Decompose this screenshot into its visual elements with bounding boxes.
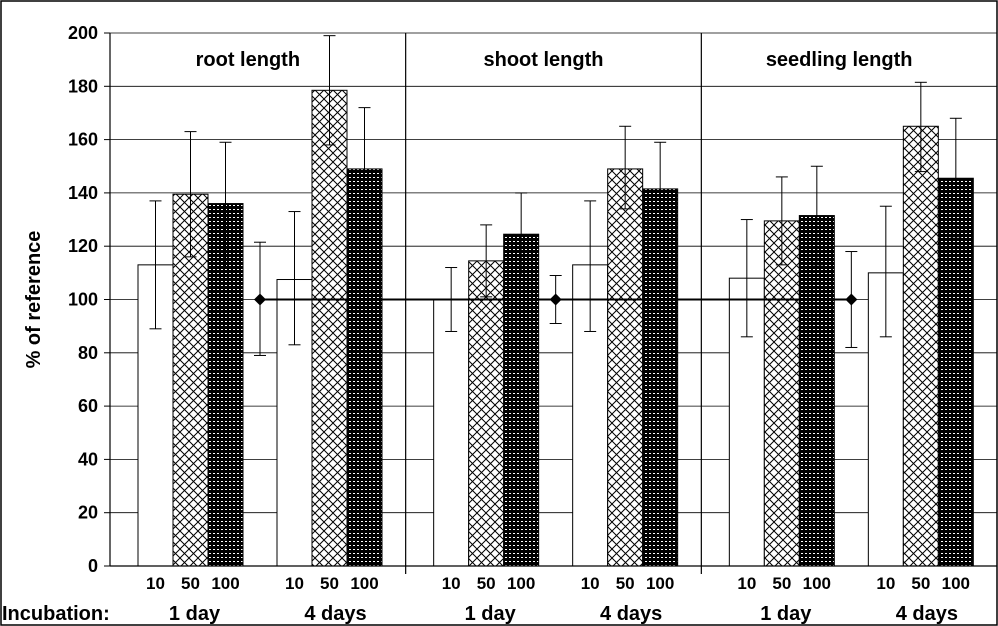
y-tick-label-60: 60 xyxy=(78,396,98,416)
dose-label-2-0-2: 100 xyxy=(803,574,831,593)
dose-label-2-1-2: 100 xyxy=(942,574,970,593)
reference-marker-1 xyxy=(549,293,562,306)
panel-title-2: seedling length xyxy=(766,49,913,71)
panel-title-1: shoot length xyxy=(484,49,604,71)
group-label-1-0: 1 day xyxy=(465,603,517,625)
group-label-1-1: 4 days xyxy=(600,603,662,625)
bar-1-1-2 xyxy=(642,188,679,567)
dose-label-0-0-1: 50 xyxy=(181,574,200,593)
bar-1-0-0 xyxy=(433,299,470,567)
panel-title-0: root length xyxy=(196,49,300,71)
group-label-0-0: 1 day xyxy=(169,603,221,625)
y-tick-label-180: 180 xyxy=(68,76,98,96)
group-label-0-1: 4 days xyxy=(304,603,366,625)
bar-2-0-1 xyxy=(763,220,800,567)
bar-1-1-1 xyxy=(607,168,644,567)
dose-label-1-1-0: 10 xyxy=(581,574,600,593)
dose-label-0-0-0: 10 xyxy=(146,574,165,593)
y-axis-label: % of reference xyxy=(23,231,45,369)
reference-marker-2 xyxy=(845,293,858,306)
y-tick-label-200: 200 xyxy=(68,23,98,43)
dose-label-1-0-1: 50 xyxy=(477,574,496,593)
y-tick-label-0: 0 xyxy=(88,556,98,576)
dose-label-2-0-0: 10 xyxy=(737,574,756,593)
dose-label-1-0-0: 10 xyxy=(442,574,461,593)
group-label-2-0: 1 day xyxy=(760,603,812,625)
y-tick-label-100: 100 xyxy=(68,290,98,310)
group-label-2-1: 4 days xyxy=(896,603,958,625)
incubation-label: Incubation: xyxy=(2,603,110,625)
dose-label-1-1-2: 100 xyxy=(646,574,674,593)
y-tick-label-120: 120 xyxy=(68,236,98,256)
dose-label-1-1-1: 50 xyxy=(616,574,635,593)
y-tick-label-40: 40 xyxy=(78,449,98,469)
dose-label-2-1-1: 50 xyxy=(911,574,930,593)
dose-label-0-1-0: 10 xyxy=(285,574,304,593)
dose-label-0-0-2: 100 xyxy=(211,574,239,593)
dose-label-0-1-1: 50 xyxy=(320,574,339,593)
dose-label-2-0-1: 50 xyxy=(772,574,791,593)
bar-2-1-1 xyxy=(902,125,939,567)
bar-2-1-2 xyxy=(937,177,974,567)
reference-marker-0 xyxy=(254,293,266,306)
dose-label-1-0-2: 100 xyxy=(507,574,535,593)
y-tick-label-160: 160 xyxy=(68,130,98,150)
bar-1-0-2 xyxy=(503,233,540,567)
y-tick-label-20: 20 xyxy=(78,503,98,523)
dose-label-2-1-0: 10 xyxy=(876,574,895,593)
dose-label-0-1-2: 100 xyxy=(350,574,378,593)
bar-1-0-1 xyxy=(468,260,505,567)
bar-2-0-2 xyxy=(798,215,835,567)
y-tick-label-140: 140 xyxy=(68,183,98,203)
bar-0-1-1 xyxy=(311,89,348,567)
y-tick-label-80: 80 xyxy=(78,343,98,363)
